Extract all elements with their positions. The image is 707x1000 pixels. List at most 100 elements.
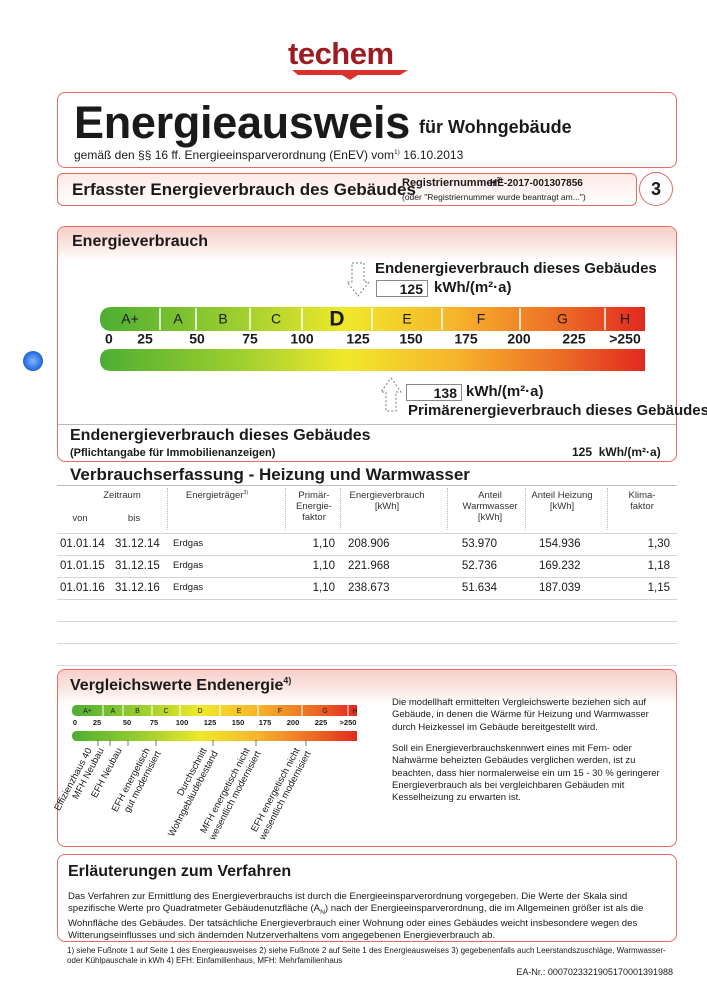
final-label: Endenergieverbrauch dieses Gebäudes [375,260,657,277]
consumption-table: Zeitraum Energieträger3) Primär- Energie-fa… [57,485,677,666]
scale-tick-label: 125 [346,331,370,347]
footnote-ref: 3) [243,489,249,496]
scale-tick-label: 25 [93,718,101,727]
section-title: Erfasster Energieverbrauch des Gebäudes [72,180,416,199]
consumption-title: Energieverbrauch [72,233,209,250]
footnote-ref: 4) [283,675,292,686]
class-label: A [173,311,183,327]
class-label: G [557,311,568,327]
scale-tick-label: 225 [315,718,328,727]
scale-tick-label: 75 [150,718,158,727]
table-cell: 51.634 [461,582,497,594]
heading-band [58,227,676,261]
listing-note: (Pflichtangabe für Immobilienanzeigen) [70,447,276,459]
class-label: D [329,308,344,331]
column-rule [447,488,448,530]
table-cell: 01.01.16 [60,582,105,594]
header-line: Warmwasser [462,501,518,512]
table-cell: 31.12.16 [115,582,160,594]
column-header: Zeitraum [77,490,167,501]
final-unit: kWh/(m²·a) [434,279,512,296]
listing-value: 125 kWh/(m²·a) [572,445,661,459]
table-cell: 208.906 [348,538,390,550]
row-rule [57,555,677,556]
doc-title: Energieausweis [74,97,410,148]
table-cell: 1,30 [647,538,670,550]
scale-tick-label: 200 [287,718,300,727]
paragraph: Die modellhaft ermittelten Vergleichswer… [392,697,649,733]
class-label: B [135,708,140,715]
table-cell: 221.968 [348,560,390,572]
mini-scale: A+ A B C D E F G H 0 25 50 75 100 125 150 175 200 225 >250 [72,705,358,741]
header-line: faktor [630,501,654,512]
row-rule [57,577,677,578]
reg-hint: (oder "Registriernummer wurde beantragt … [402,192,586,202]
header-line: Energieträger3) [185,489,249,501]
column-rule [607,488,608,530]
class-label: C [271,311,281,327]
primary-value: 138 [406,384,462,401]
ea-number: EA-Nr.: 0007023321905170001391988 [516,967,673,977]
scale-tick-label: 0 [73,718,77,727]
header-line: Energie- [296,501,332,512]
column-rule [167,488,168,530]
arrow-down [345,262,371,297]
class-label: H [352,708,357,715]
footnote-ref: 2) [496,177,503,184]
class-label: F [477,311,486,327]
table-cell: 52.736 [461,560,497,572]
row-rule [57,599,677,600]
footnotes: 1) siehe Fußnote 1 auf Seite 1 des Energ… [67,946,666,966]
scale-tick-label: 50 [123,718,131,727]
explanation-box: Erläuterungen zum Verfahren Das Verfahre… [57,854,677,942]
doc-subtitle: gemäß den §§ 16 ff. Energieeinsparverord… [74,148,463,162]
scale-tick-label: 50 [189,331,205,347]
class-label: E [237,708,242,715]
paragraph: Soll ein Energieverbrauchskennwert eines… [392,743,660,804]
row-rule [57,533,677,534]
consumption-box: Energieverbrauch [57,226,677,462]
sub-header: von [72,513,88,524]
class-label: A [111,708,116,715]
header-line: Anteil [478,490,502,501]
column-header: Energieverbrauch [kWh] [342,490,432,512]
explanation-text: Das Verfahren zur Ermittlung des Energie… [68,891,668,942]
column-header: Energieträger3) [162,490,272,501]
title-text: Vergleichswerte Endenergie [70,677,284,694]
scale-tick-label: 100 [176,718,189,727]
sub-header: bis [127,513,141,524]
column-header: Klima-faktor [612,490,672,512]
header-line: Zeitraum [103,490,141,501]
table-cell: 187.039 [539,582,581,594]
footnote-ref: 1) [393,149,400,156]
header-line: [kWh] [549,501,575,512]
subtitle-text: gemäß den §§ 16 ff. Energieeinsparverord… [74,148,394,162]
logo-swoosh [292,70,408,80]
final-value: 125 [376,280,428,297]
row-rule [57,665,677,666]
unit: kWh/(m²·a) [598,445,661,459]
scale-tick-label: 0 [105,331,113,347]
section-bar: Erfasster Energieverbrauch des Gebäudes … [57,173,637,206]
scale-tick-label: 125 [204,718,217,727]
table-cell: 1,18 [647,560,670,572]
header-line: Primär- [298,490,330,501]
heading-band [58,670,676,704]
table-cell: 01.01.14 [60,538,105,550]
table-cell: 1,10 [312,560,335,572]
table-cell: 238.673 [348,582,390,594]
reg-number: HE-2017-001307856 [490,178,583,189]
class-label: E [402,311,411,327]
scale-tick-label: >250 [340,718,357,727]
table-cell: Erdgas [173,582,204,593]
header-line: [kWh] [374,501,400,512]
column-header: Anteil Warmwasser [kWh] [450,490,530,523]
class-label: F [278,708,282,715]
listing-title: Endenergieverbrauch dieses Gebäudes [70,427,371,444]
table-cell: 1,10 [312,538,335,550]
comparison-box: Vergleichswerte Endenergie4) [57,669,677,847]
scale-tick-label: 100 [290,331,314,347]
column-rule [525,488,526,530]
column-header: Primär- Energie-faktor [289,490,339,523]
